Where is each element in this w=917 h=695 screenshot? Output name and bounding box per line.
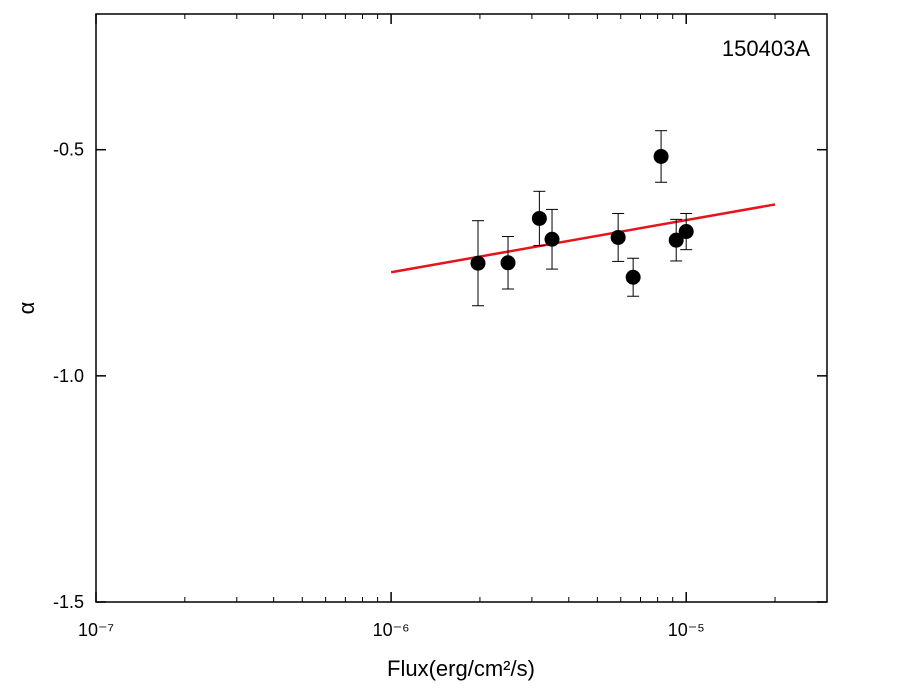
plot-frame xyxy=(95,13,828,603)
point xyxy=(653,148,669,164)
y-axis-label: α xyxy=(14,301,39,314)
x-tick-label: 10⁻⁶ xyxy=(373,620,410,640)
fit-line xyxy=(390,203,776,274)
y-tick-label: -1.0 xyxy=(53,366,84,386)
point xyxy=(470,255,486,271)
y-tick-label: -0.5 xyxy=(53,140,84,160)
x-axis-label: Flux(erg/cm²/s) xyxy=(387,656,535,681)
y-tick-label: -1.5 xyxy=(53,592,84,612)
point xyxy=(668,232,684,248)
point xyxy=(531,210,547,226)
x-tick-label: 10⁻⁵ xyxy=(668,620,705,640)
annotation: 150403A xyxy=(722,36,810,61)
point xyxy=(500,255,516,271)
point xyxy=(678,224,694,240)
x-tick-label: 10⁻⁷ xyxy=(78,620,114,640)
point xyxy=(625,269,641,285)
point xyxy=(610,229,626,245)
point xyxy=(544,231,560,247)
